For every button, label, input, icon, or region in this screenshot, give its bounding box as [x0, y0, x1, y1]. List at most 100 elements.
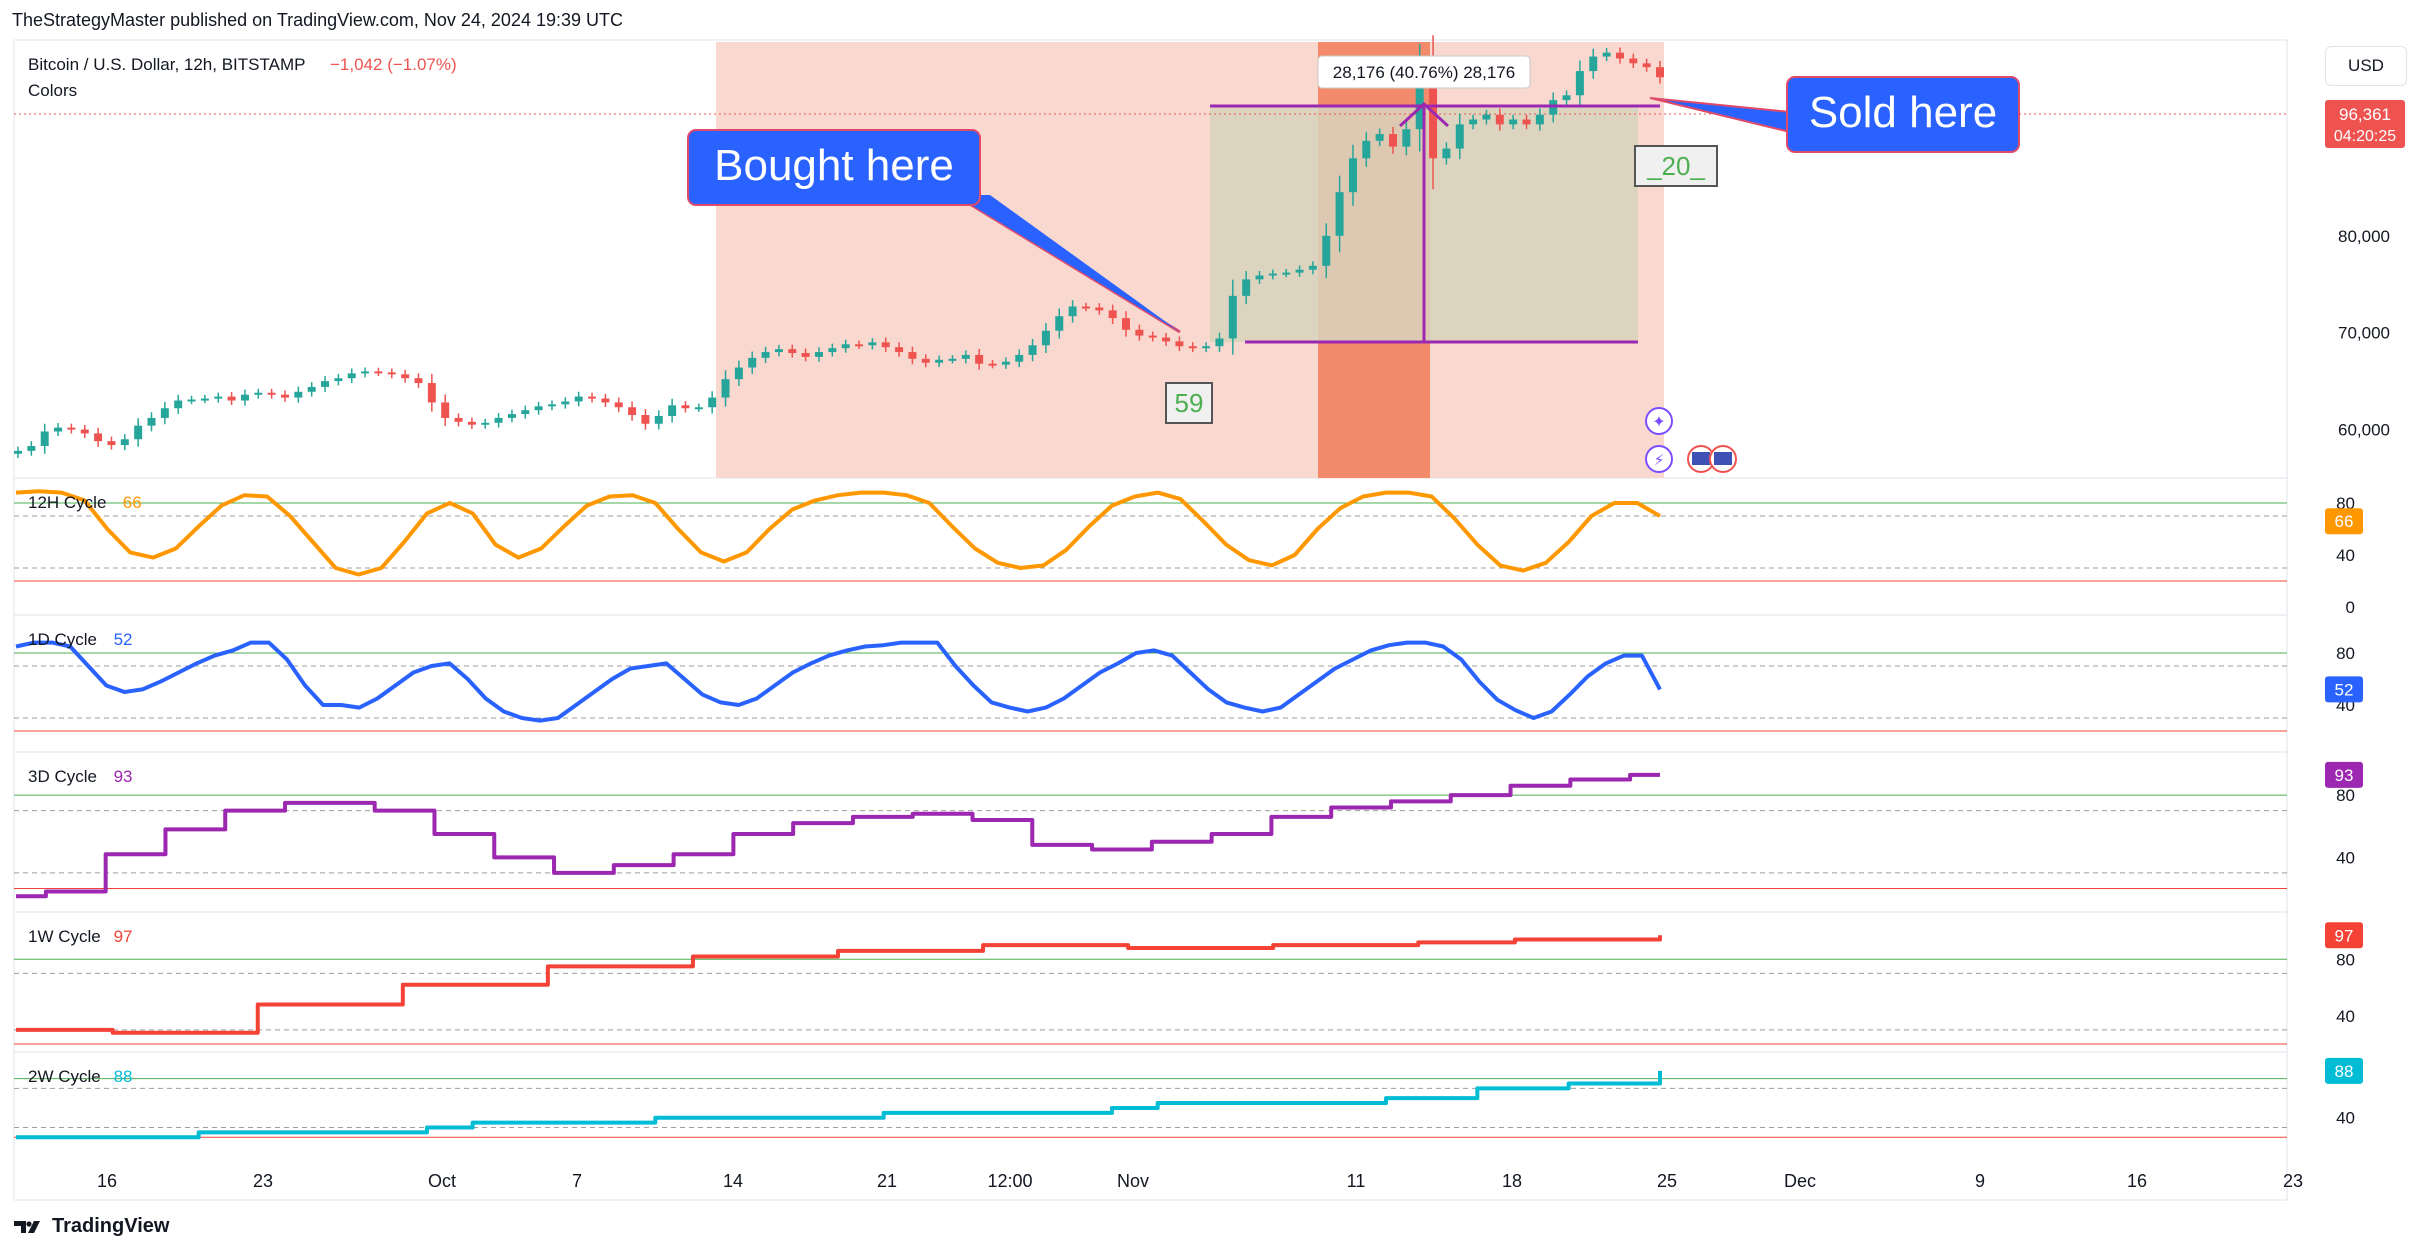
candle-body [961, 354, 970, 359]
candle-body [1282, 272, 1291, 275]
price-change: −1,042 (−1.07%) [330, 55, 457, 74]
last-price-tag [2325, 100, 2405, 148]
candle-body [761, 352, 770, 358]
publisher-line: TheStrategyMaster published on TradingVi… [12, 10, 624, 30]
candle-body [654, 415, 663, 424]
last-price-value: 96,361 [2339, 105, 2391, 124]
price-tick: 60,000 [2338, 421, 2390, 440]
badge-59 [1165, 382, 1213, 424]
candle-body [1389, 134, 1398, 147]
cycle-tick: 40 [2336, 1007, 2355, 1026]
time-tick: 25 [1657, 1171, 1677, 1191]
candle-body [1602, 52, 1611, 57]
cycle-value: 52 [114, 630, 133, 649]
candle-body [668, 405, 677, 416]
candle-body [1081, 306, 1090, 309]
candle-body [1215, 338, 1224, 347]
candle-body [1455, 124, 1464, 149]
candle-body [1255, 275, 1264, 280]
candle-body [1268, 273, 1277, 276]
candle-body [814, 352, 823, 357]
cycle-title: 1D Cycle [28, 630, 97, 649]
time-tick: 16 [97, 1171, 117, 1191]
candle-body [1589, 56, 1598, 72]
candle-body [588, 396, 597, 399]
candle-body [294, 391, 303, 398]
candle-body [641, 415, 650, 424]
candle-body [774, 349, 783, 353]
us-flag-fill [1692, 452, 1710, 465]
cycle-line-2 [15, 640, 1662, 723]
measure-label-box [1317, 55, 1531, 89]
time-tick: 14 [723, 1171, 743, 1191]
candle-body [828, 348, 837, 353]
candle-body [1068, 306, 1077, 317]
cycle-value: 97 [114, 927, 133, 946]
currency-button[interactable]: USD [2325, 46, 2407, 86]
candle-body [921, 358, 930, 363]
candle-body [240, 394, 249, 401]
candle-body [321, 381, 330, 387]
candle-body [1188, 346, 1197, 349]
sparkle-icon[interactable] [1645, 407, 1673, 435]
candle-body [895, 347, 904, 353]
cycle-tick: 40 [2336, 848, 2355, 867]
cycle-tick: 40 [2336, 1109, 2355, 1128]
candle-body [1242, 279, 1251, 296]
candle-body [734, 367, 743, 380]
time-tick: 18 [1502, 1171, 1522, 1191]
sold-callout [1786, 76, 2020, 153]
candle-body [80, 429, 89, 434]
candle-body [1629, 58, 1638, 64]
candle-body [1535, 114, 1544, 125]
candle-body [1482, 114, 1491, 120]
candle-body [1402, 129, 1411, 147]
candle-body [1642, 63, 1651, 68]
cycle-value-tag [2325, 1057, 2363, 1084]
candle-body [454, 417, 463, 422]
cycle-tick: 80 [2336, 786, 2355, 805]
cycle-value-tag [2325, 676, 2363, 703]
badge-59-label: 59 [1175, 388, 1204, 418]
candle-body [1362, 140, 1371, 159]
time-tick: 21 [877, 1171, 897, 1191]
sold-callout-label: Sold here [1809, 88, 1997, 137]
candle-body [788, 349, 797, 354]
candle-body [134, 425, 143, 440]
candle-body [614, 402, 623, 408]
sparkle-glyph: ✦ [1652, 412, 1665, 431]
bought-callout [687, 129, 981, 206]
badge-20-label: _20_ [1646, 151, 1705, 181]
measure-label: 28,176 (40.76%) 28,176 [1333, 63, 1515, 82]
candle-body [307, 386, 316, 392]
candle-body [361, 371, 370, 374]
price-tick: 70,000 [2338, 324, 2390, 343]
time-tick: 7 [572, 1171, 582, 1191]
cycle-value-tag [2325, 922, 2363, 949]
candle-body [494, 417, 503, 423]
candle-body [1442, 148, 1451, 159]
candle-body [1295, 269, 1304, 273]
candle-body [801, 353, 810, 357]
time-tick: Nov [1117, 1171, 1149, 1191]
candle-body [1162, 337, 1171, 342]
candle-body [347, 373, 356, 379]
candle-body [881, 342, 890, 348]
cycle-value-tag [2325, 761, 2363, 788]
cycle-value-tag-label: 52 [2335, 680, 2354, 699]
candle-body [1028, 345, 1037, 355]
candle-body [1175, 341, 1184, 347]
cycle-value-tag-label: 93 [2335, 766, 2354, 785]
cycle-line-5 [16, 1070, 1662, 1140]
candle-body [694, 407, 703, 410]
candle-body [1041, 330, 1050, 346]
candle-body [1495, 114, 1504, 125]
candle-body [174, 400, 183, 409]
candle-body [160, 408, 169, 418]
time-tick: 9 [1975, 1171, 1985, 1191]
candle-body [227, 396, 236, 401]
candle-body [387, 372, 396, 375]
cycle-line-1 [15, 489, 1661, 577]
bought-pointer [955, 195, 1180, 332]
lightning-icon[interactable] [1645, 445, 1673, 473]
